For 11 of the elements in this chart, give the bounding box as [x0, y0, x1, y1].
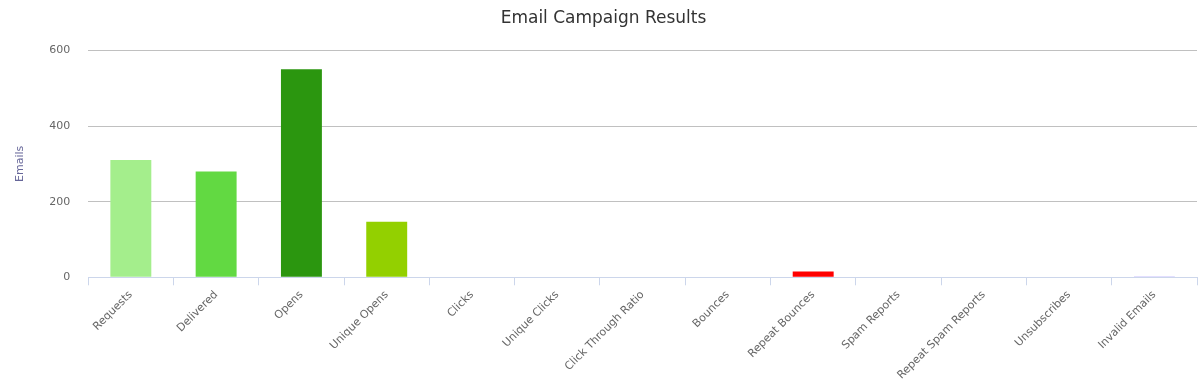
bar	[280, 69, 322, 277]
y-tick-label: 400	[49, 118, 71, 132]
y-axis-title: Emails	[13, 145, 27, 182]
bar	[366, 221, 408, 277]
y-tick-label: 200	[49, 194, 71, 208]
bar	[110, 160, 152, 277]
y-tick-label: 0	[63, 270, 71, 284]
bar	[195, 171, 237, 277]
chart-title: Email Campaign Results	[500, 6, 707, 27]
bar	[792, 271, 834, 277]
y-tick-label: 600	[49, 43, 71, 57]
